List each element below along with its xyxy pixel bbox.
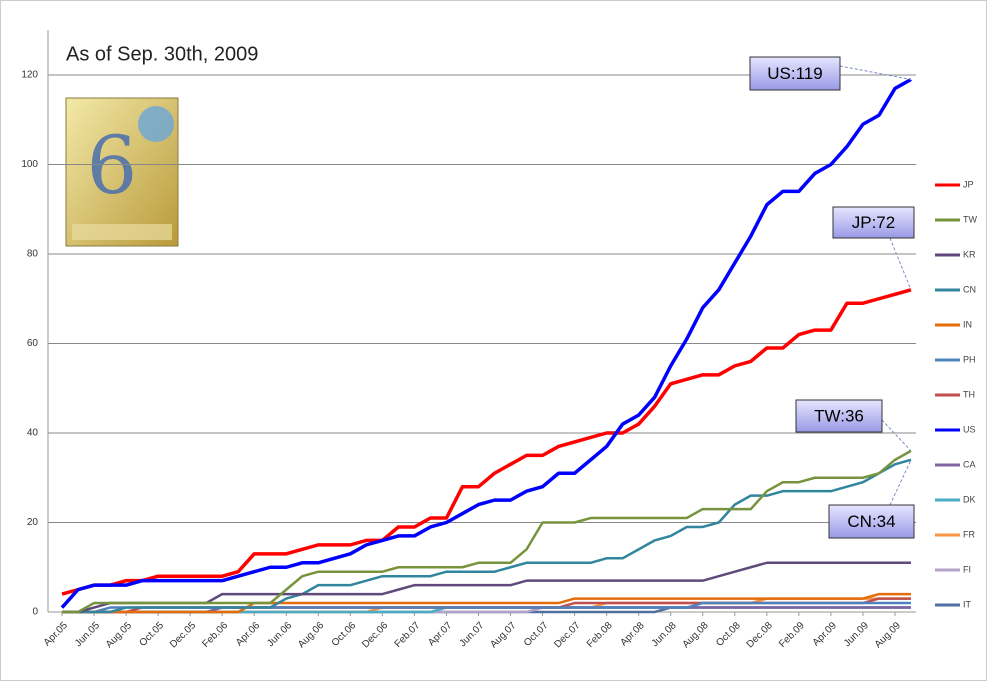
series-line (62, 449, 912, 614)
series-line (60, 77, 912, 609)
y-tick-label: 20 (27, 517, 39, 528)
legend-label: DK (963, 494, 976, 504)
legend-label: TW (963, 214, 977, 224)
legend-label: PH (963, 354, 976, 364)
legend-label: IN (963, 319, 972, 329)
annotation-box (795, 399, 883, 433)
y-tick-label: 40 (27, 428, 39, 439)
annotation-leader (839, 65, 912, 80)
y-tick-label: 120 (21, 70, 38, 81)
annotation: JP:72 (852, 213, 895, 232)
annotation-box (749, 56, 841, 91)
legend-label: KR (963, 249, 976, 259)
y-tick-label: 60 (27, 338, 39, 349)
annotation-leader (889, 459, 912, 506)
legend-label: IT (963, 599, 972, 609)
legend-label: US (963, 424, 976, 434)
legend-label: CN (963, 284, 976, 294)
legend-label: FR (963, 529, 975, 539)
y-tick-label: 100 (21, 159, 38, 170)
y-tick-label: 80 (27, 249, 39, 260)
legend-label: FI (963, 564, 971, 574)
annotation: CN:34 (847, 512, 895, 531)
legend-label: CA (963, 459, 976, 469)
y-tick-label: 0 (32, 607, 38, 618)
annotation-box (832, 206, 915, 239)
annotation-box (828, 504, 915, 539)
legend-label: TH (963, 389, 975, 399)
svg-text:6: 6 (87, 119, 138, 212)
logo: 6 (65, 97, 179, 247)
series-line (61, 288, 912, 596)
annotation: US:119 (767, 64, 822, 83)
annotation: TW:36 (814, 406, 864, 425)
series-line (62, 458, 912, 614)
annotation-leader (889, 237, 912, 290)
series-line (62, 592, 911, 614)
annotation-leader (881, 419, 912, 452)
chart-title: As of Sep. 30th, 2009 (66, 43, 258, 65)
legend-label: JP (963, 179, 974, 189)
